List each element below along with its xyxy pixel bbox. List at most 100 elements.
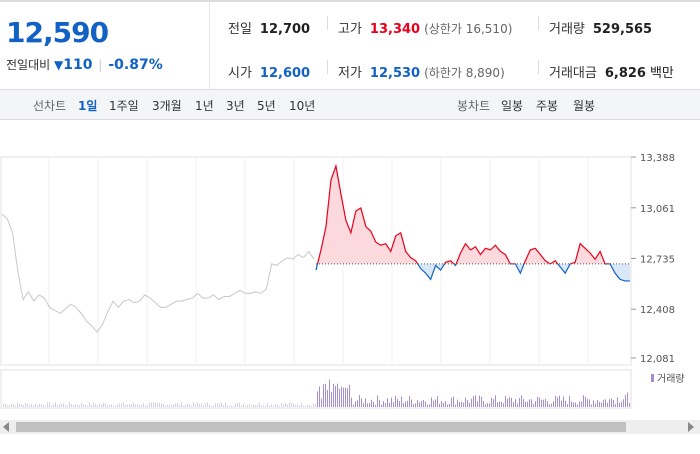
volume-bar	[167, 404, 168, 407]
volume-bar	[505, 395, 506, 407]
volume-bar	[133, 402, 134, 407]
volume-bar	[3, 404, 4, 407]
stat-value: 12,700	[259, 22, 311, 37]
volume-bar	[295, 404, 296, 407]
volume-bar	[471, 398, 472, 407]
volume-bar	[113, 405, 114, 407]
volume-bar	[155, 402, 156, 407]
volume-bar	[439, 403, 440, 407]
volume-bar	[61, 403, 62, 407]
volume-bar	[163, 403, 164, 407]
volume-bar	[165, 405, 166, 407]
volume-bar	[129, 404, 130, 407]
volume-bar	[517, 403, 518, 407]
stat-trade-amount: 거래대금 6,826 백만	[549, 62, 674, 81]
volume-bar	[359, 395, 360, 407]
volume-bar	[43, 405, 44, 407]
prev-day-line	[1, 213, 315, 334]
volume-bar	[445, 401, 446, 407]
volume-bar	[463, 402, 464, 407]
stat-open: 시가 12,600	[228, 62, 310, 81]
scroll-thumb[interactable]	[16, 422, 626, 432]
volume-bar	[105, 403, 106, 407]
volume-bar	[361, 398, 362, 407]
volume-bar	[19, 403, 20, 407]
volume-bar	[315, 404, 316, 407]
volume-bar	[101, 404, 102, 407]
tab-daily[interactable]: 일봉	[501, 99, 524, 113]
tab-3m[interactable]: 3개월	[152, 99, 182, 113]
volume-bar	[111, 404, 112, 407]
volume-bar	[317, 391, 318, 407]
volume-bar	[337, 383, 338, 407]
volume-bar	[75, 403, 76, 407]
tab-5y[interactable]: 5년	[257, 99, 276, 113]
volume-bar	[303, 405, 304, 407]
volume-bar	[183, 405, 184, 407]
volume-bar	[299, 405, 300, 407]
volume-bar	[459, 402, 460, 407]
volume-bar	[59, 404, 60, 407]
volume-bar	[211, 405, 212, 407]
volume-bar	[345, 387, 346, 407]
volume-bar	[515, 399, 516, 407]
volume-bar	[543, 399, 544, 407]
scroll-left-icon[interactable]	[3, 422, 9, 432]
candle-chart-label: 봉차트	[457, 99, 491, 113]
tab-1y[interactable]: 1년	[195, 99, 214, 113]
scroll-right-icon[interactable]	[688, 422, 694, 432]
volume-bar	[83, 404, 84, 407]
volume-bar	[571, 401, 572, 407]
tab-weekly[interactable]: 주봉	[536, 99, 559, 113]
volume-bar	[15, 405, 16, 407]
volume-bar	[587, 398, 588, 407]
volume-bar	[527, 401, 528, 407]
tab-1d[interactable]: 1일	[78, 99, 98, 113]
volume-bar	[525, 401, 526, 407]
volume-bar	[577, 404, 578, 407]
stat-prev-close: 전일 12,700	[228, 18, 310, 37]
volume-bar	[441, 400, 442, 407]
chart-svg: 13,388 13,061 12,735 12,408 12,081 거래량	[0, 153, 685, 409]
volume-bar	[465, 397, 466, 407]
change-percent: -0.87%	[108, 57, 163, 73]
volume-bar	[261, 405, 262, 407]
volume-bar	[99, 403, 100, 407]
volume-bar	[367, 403, 368, 407]
volume-bar	[247, 404, 248, 407]
volume-bar	[427, 404, 428, 407]
volume-bar	[89, 402, 90, 407]
volume-bar	[545, 398, 546, 407]
volume-bar	[379, 399, 380, 407]
divider	[538, 60, 539, 74]
tab-10y[interactable]: 10년	[289, 99, 316, 113]
chart-scrollbar[interactable]	[0, 420, 700, 434]
tab-3y[interactable]: 3년	[226, 99, 245, 113]
volume-bar	[199, 403, 200, 407]
volume-bar	[267, 403, 268, 407]
volume-bar	[173, 404, 174, 407]
volume-bar	[257, 404, 258, 407]
tab-1w[interactable]: 1주일	[109, 99, 139, 113]
volume-bar	[509, 397, 510, 407]
volume-bar	[413, 404, 414, 407]
volume-bar	[289, 402, 290, 407]
volume-bar	[529, 399, 530, 407]
volume-bar	[557, 397, 558, 407]
volume-bar	[575, 402, 576, 407]
divider	[327, 60, 328, 74]
today-line-up	[316, 163, 611, 264]
stat-high: 고가 13,340 (상한가 16,510)	[338, 18, 512, 37]
volume-bar	[181, 402, 182, 407]
volume-bar	[151, 402, 152, 407]
volume-bar	[603, 399, 604, 407]
volume-bar	[115, 405, 116, 407]
volume-bar	[169, 404, 170, 407]
tab-monthly[interactable]: 월봉	[573, 99, 596, 113]
volume-bar	[451, 397, 452, 407]
stat-low: 저가 12,530 (하한가 8,890)	[338, 62, 505, 81]
volume-bar	[461, 401, 462, 407]
volume-bar	[411, 399, 412, 407]
volume-bar	[291, 403, 292, 407]
stat-label: 저가	[338, 66, 362, 81]
